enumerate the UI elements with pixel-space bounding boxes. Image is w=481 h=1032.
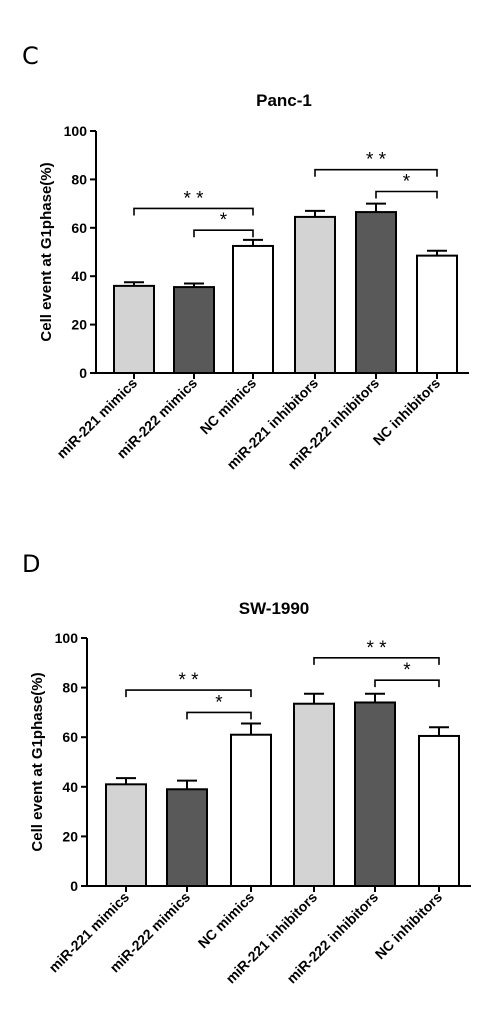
bar [105,783,147,888]
y-tick-label: 40 [62,779,78,795]
significance-label: * [403,660,411,681]
chart-title: Panc-1 [256,91,312,110]
panel-letter: C [22,42,39,70]
significance-bracket [375,190,438,199]
bar [166,788,208,888]
significance-bracket [314,168,438,177]
y-axis-label: Cell event at G1phase(%) [38,162,55,341]
x-tick-label: NC mimics [197,375,260,438]
significance-label: * [220,210,228,231]
bar [173,286,215,374]
bar [355,211,397,374]
bar [294,215,336,374]
x-tick-label: NC mimics [195,889,258,952]
significance-bracket [193,229,254,238]
y-tick-label: 100 [64,123,88,139]
y-tick-label: 80 [62,680,78,696]
bar [113,284,155,375]
bar [230,733,272,887]
significance-bracket [125,689,252,698]
significance-label: * [215,692,223,713]
y-tick-label: 40 [71,268,87,284]
x-tick-label: NC inhibitors [372,889,446,963]
significance-bracket [313,657,440,665]
significance-label: * * [366,150,387,171]
bar [418,734,460,888]
bar [354,701,396,887]
bar [232,244,274,374]
bar [293,702,335,887]
y-axis-label: Cell event at G1phase(%) [29,672,46,851]
bar [416,254,458,375]
y-tick-label: 20 [62,828,78,844]
y-tick-label: 60 [71,220,87,236]
significance-label: * [403,172,411,193]
significance-label: * * [178,670,199,691]
y-tick-label: 100 [55,630,79,646]
y-tick-label: 80 [71,171,87,187]
panel-d: D SW-1990 Cell event at G1phase(%) 0 20 40… [22,550,471,986]
significance-label: * * [183,188,204,209]
y-tick-label: 20 [71,317,87,333]
significance-bracket [374,679,440,688]
significance-label: * * [366,638,387,659]
y-tick-label: 0 [79,365,87,381]
y-tick-label: 0 [70,878,78,894]
panel-letter: D [22,550,40,578]
significance-bracket [186,711,252,720]
significance-bracket [133,207,254,216]
y-tick-label: 60 [62,729,78,745]
panel-c: C Panc-1 Cell event at G1phase(%) 0 20 40 6… [22,42,469,472]
chart-title: SW-1990 [239,599,310,618]
